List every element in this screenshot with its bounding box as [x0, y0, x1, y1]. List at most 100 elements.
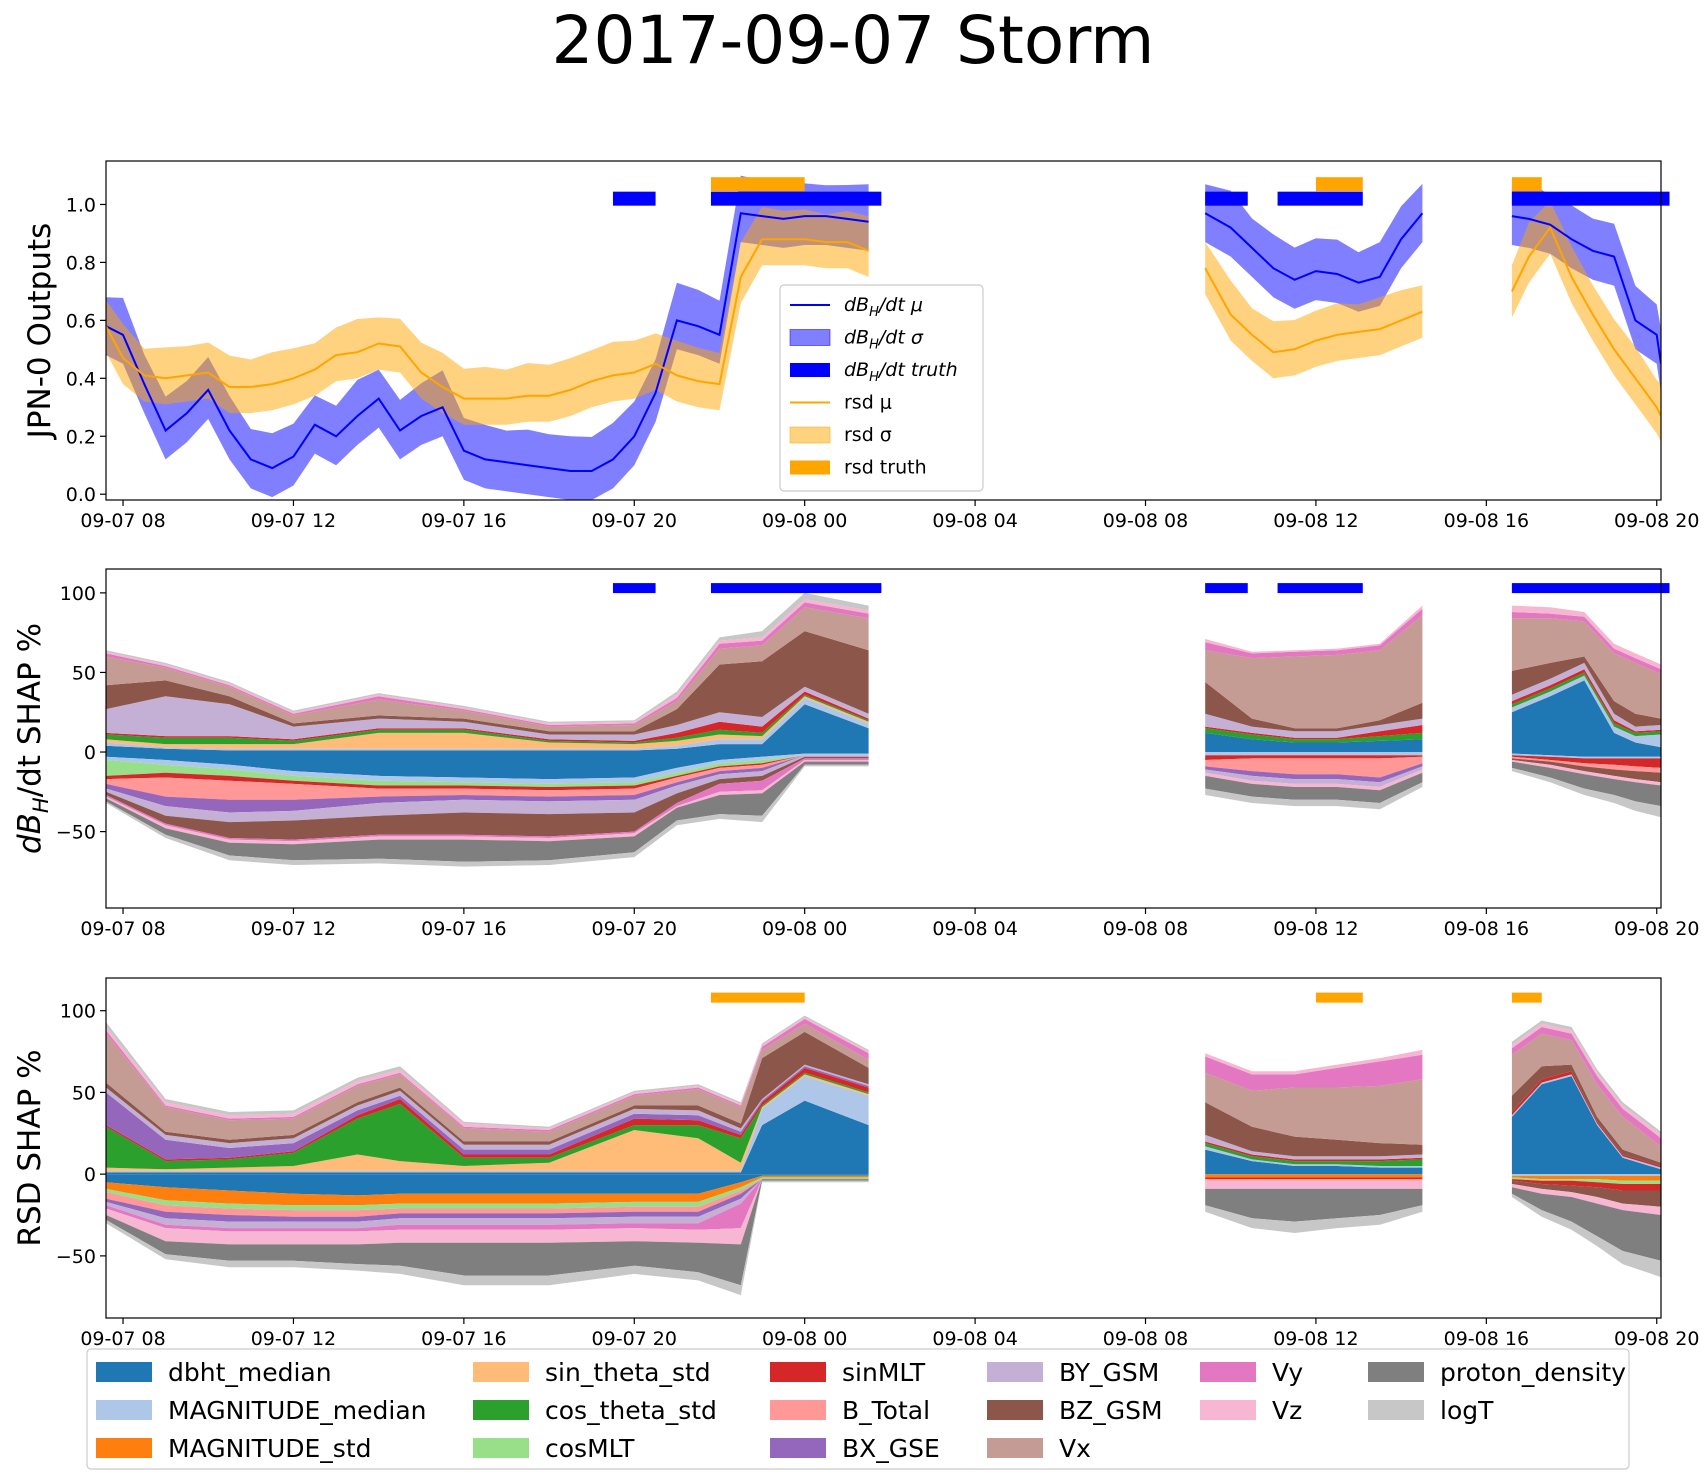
y-tick-label: 50	[72, 662, 96, 684]
shap-area-BY_GSM	[106, 686, 869, 741]
shap-area-BY_GSM	[1205, 1134, 1423, 1160]
plot-frame	[105, 160, 1662, 501]
shap-area-B_Total	[1205, 1179, 1423, 1181]
shap-area-dbht_median	[1205, 1149, 1423, 1175]
truth-bar	[1205, 191, 1248, 206]
shap-area-B_Total	[106, 755, 869, 800]
rsd-sigma-band	[1205, 242, 1423, 379]
dbdt-mu-line	[106, 212, 869, 472]
legend-frame	[779, 284, 984, 492]
legend-label-dbht_median: dbht_median	[168, 1358, 332, 1387]
outputs-plot-area	[106, 175, 1661, 500]
legend-label-sinMLT: sinMLT	[842, 1358, 926, 1387]
y-tick-label: 0.2	[66, 426, 96, 448]
rsd-mu-line	[1204, 267, 1423, 354]
shap-area-BZ_GSM	[1205, 1102, 1423, 1157]
rsd-mu-line	[106, 238, 869, 400]
shap-area-logT	[106, 764, 869, 867]
legend-swatch-cosMLT	[473, 1438, 529, 1458]
shap-area-Vy	[106, 602, 869, 727]
shap-area-MAGNITUDE_median	[1511, 675, 1661, 748]
shap-area-sinMLT	[106, 755, 869, 791]
y-tick-label: 1.0	[66, 194, 96, 216]
x-tick-label: 09-08 04	[932, 510, 1017, 532]
legend-label: dBH/dt σ	[844, 327, 924, 353]
truth-bar	[710, 992, 805, 1003]
dbdt-shap-panel: 09-07 08 09-07 12 09-07 16 09-07 20 09-08 00…	[12, 568, 1699, 940]
x-tick-label: 09-08 00	[762, 918, 847, 940]
x-tick-label: 09-08 20	[1614, 918, 1699, 940]
x-tick-label: 09-07 08	[80, 1328, 165, 1350]
legend-label-Vz: Vz	[1272, 1396, 1302, 1425]
x-tick-label: 09-08 12	[1273, 1328, 1358, 1350]
legend-label-BY_GSM: BY_GSM	[1059, 1358, 1159, 1387]
shap-area-Vz	[1511, 760, 1661, 786]
y-tick-label: 0	[84, 742, 96, 764]
x-tick-label: 09-08 04	[932, 1328, 1017, 1350]
shap-area-cos_theta_std	[106, 1072, 869, 1170]
shap-area-BY_GSM	[106, 1064, 869, 1150]
shap-area-cosMLT	[106, 1177, 869, 1211]
legend-label-B_Total: B_Total	[842, 1396, 930, 1425]
shap-area-B_Total	[1511, 756, 1661, 773]
x-tick-label: 09-08 04	[932, 918, 1017, 940]
shap-area-dbht_median	[1205, 732, 1423, 752]
rsd-sigma-band	[1511, 201, 1661, 443]
legend-swatch-sin_theta_std	[473, 1362, 529, 1382]
legend-label-BX_GSE: BX_GSE	[842, 1434, 940, 1463]
shap-area-BZ_GSM	[1511, 656, 1661, 727]
x-tick-label: 09-08 16	[1444, 918, 1529, 940]
legend-label: dBH/dt μ	[844, 294, 923, 320]
truth-bar	[710, 191, 882, 206]
x-tick-label: 09-07 16	[421, 1328, 506, 1350]
shap-area-Vy	[1205, 1054, 1423, 1091]
legend-swatch	[790, 363, 830, 377]
shap-area-Vz	[1205, 1049, 1423, 1075]
shap-area-sinMLT	[1205, 755, 1423, 760]
shap-area-dbht_median	[106, 704, 869, 752]
shap-area-BZ_GSM	[1511, 758, 1661, 783]
truth-bar	[1511, 992, 1542, 1003]
x-tick-label: 09-07 16	[421, 918, 506, 940]
truth-bar	[1205, 583, 1248, 594]
legend-swatch-MAGNITUDE_median	[96, 1400, 152, 1420]
shap-area-cos_theta_std	[1205, 1143, 1423, 1166]
truth-bar	[1277, 191, 1363, 206]
plot-frame	[105, 568, 1662, 909]
truth-bar	[710, 177, 805, 192]
rsd-shap-panel: 09-07 08 09-07 12 09-07 16 09-07 20 09-08 00…	[12, 977, 1699, 1350]
truth-bar	[1511, 191, 1670, 206]
shap-area-Vz	[1511, 605, 1661, 670]
shap-area-BY_GSM	[1205, 713, 1423, 738]
dbdt-sigma-band	[106, 175, 869, 500]
x-tick-label: 09-08 16	[1444, 510, 1529, 532]
x-tick-label: 09-08 20	[1614, 510, 1699, 532]
shap-area-BX_GSE	[106, 1179, 869, 1222]
shap-plot-area	[106, 1015, 1661, 1296]
x-tick-label: 09-08 00	[762, 510, 847, 532]
x-tick-label: 09-07 12	[251, 918, 336, 940]
legend-swatch-Vz	[1200, 1400, 1256, 1420]
shap-area-logT	[106, 592, 869, 724]
shap-area-Vy	[106, 758, 869, 842]
shap-area-cosMLT	[106, 755, 869, 787]
shap-area-sinMLT	[1511, 1179, 1661, 1191]
x-tick-label: 09-08 08	[1103, 1328, 1188, 1350]
shap-area-MAGNITUDE_median	[106, 753, 869, 784]
shap-area-logT	[1205, 782, 1423, 810]
shap-area-BX_GSE	[1205, 763, 1423, 783]
legend-swatch-BX_GSE	[770, 1438, 826, 1458]
legend-label: rsd truth	[844, 457, 927, 479]
shap-area-Vy	[1205, 608, 1423, 659]
legend-swatch-Vx	[987, 1438, 1043, 1458]
shap-area-sinMLT	[106, 691, 869, 743]
shap-area-BY_GSM	[106, 1179, 869, 1229]
shap-area-cosMLT	[1511, 1177, 1661, 1184]
shap-area-logT	[1511, 1193, 1661, 1278]
legend-label: dBH/dt truth	[844, 359, 958, 385]
shap-area-proton_density	[1205, 772, 1423, 803]
shap-area-dbht_median	[106, 752, 869, 780]
x-tick-label: 09-07 16	[421, 510, 506, 532]
shap-area-Vx	[106, 607, 869, 732]
shap-area-Vy	[106, 1179, 869, 1232]
